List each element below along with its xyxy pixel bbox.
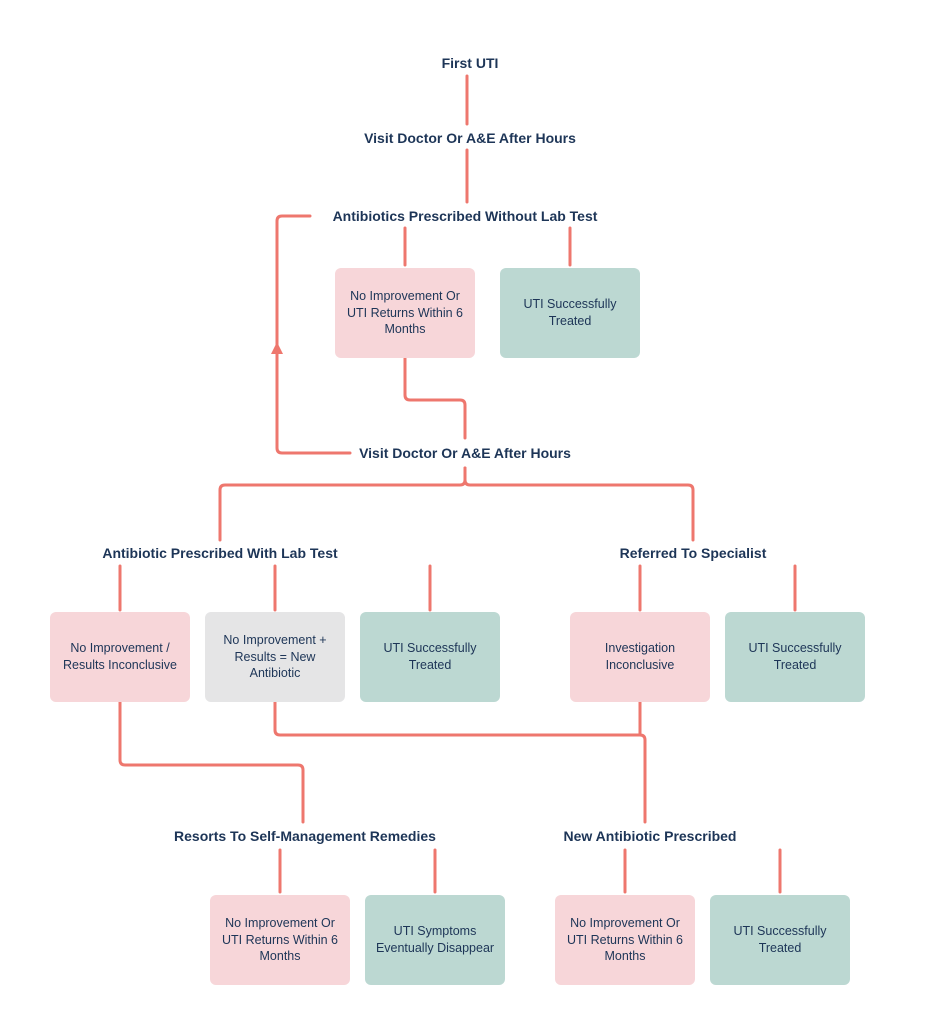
box-no-improvement-2: No Improvement Or UTI Returns Within 6 M… <box>210 895 350 985</box>
box-no-improvement-3: No Improvement Or UTI Returns Within 6 M… <box>555 895 695 985</box>
label-visit-doctor-2: Visit Doctor Or A&E After Hours <box>355 445 575 461</box>
box-symptoms-disappear: UTI Symptoms Eventually Disappear <box>365 895 505 985</box>
box-treated-3: UTI Successfully Treated <box>725 612 865 702</box>
label-visit-doctor-1: Visit Doctor Or A&E After Hours <box>360 130 580 146</box>
box-treated-1: UTI Successfully Treated <box>500 268 640 358</box>
box-inconclusive: No Improvement / Results Inconclusive <box>50 612 190 702</box>
box-investigation-inconclusive: Investigation Inconclusive <box>570 612 710 702</box>
connector-layer <box>0 0 933 1024</box>
flowchart-canvas: First UTI Visit Doctor Or A&E After Hour… <box>0 0 933 1024</box>
label-first-uti: First UTI <box>430 55 510 71</box>
label-self-management: Resorts To Self-Management Remedies <box>155 828 455 844</box>
label-antibiotic-lab: Antibiotic Prescribed With Lab Test <box>90 545 350 561</box>
box-no-improvement-1: No Improvement Or UTI Returns Within 6 M… <box>335 268 475 358</box>
label-new-antibiotic: New Antibiotic Prescribed <box>540 828 760 844</box>
label-specialist: Referred To Specialist <box>603 545 783 561</box>
box-treated-2: UTI Successfully Treated <box>360 612 500 702</box>
box-new-antibiotic-result: No Improvement + Results = New Antibioti… <box>205 612 345 702</box>
box-treated-4: UTI Successfully Treated <box>710 895 850 985</box>
label-antibiotics-no-lab: Antibiotics Prescribed Without Lab Test <box>310 208 620 224</box>
